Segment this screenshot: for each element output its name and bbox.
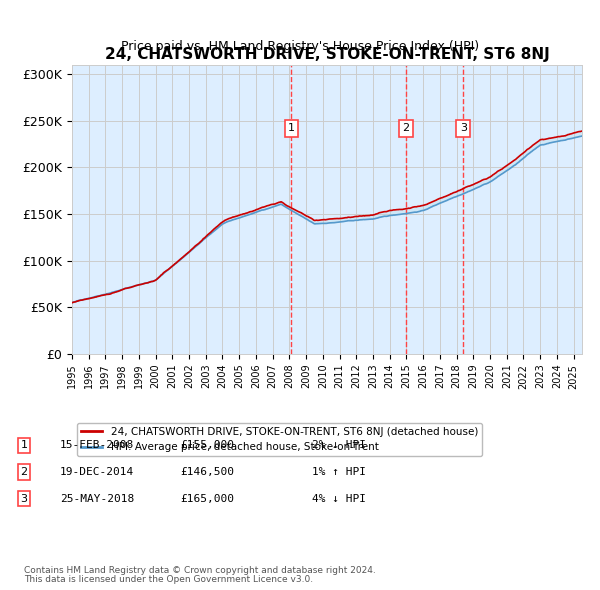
Text: £155,000: £155,000 (180, 441, 234, 450)
Text: 15-FEB-2008: 15-FEB-2008 (60, 441, 134, 450)
Text: 2: 2 (20, 467, 28, 477)
Text: 2: 2 (403, 123, 409, 133)
Text: 3: 3 (20, 494, 28, 503)
Text: £165,000: £165,000 (180, 494, 234, 503)
Text: 25-MAY-2018: 25-MAY-2018 (60, 494, 134, 503)
Text: £146,500: £146,500 (180, 467, 234, 477)
Text: 4% ↓ HPI: 4% ↓ HPI (312, 494, 366, 503)
Title: 24, CHATSWORTH DRIVE, STOKE-ON-TRENT, ST6 8NJ: 24, CHATSWORTH DRIVE, STOKE-ON-TRENT, ST… (104, 47, 550, 63)
Text: Contains HM Land Registry data © Crown copyright and database right 2024.: Contains HM Land Registry data © Crown c… (24, 566, 376, 575)
Text: 19-DEC-2014: 19-DEC-2014 (60, 467, 134, 477)
Text: 1% ↑ HPI: 1% ↑ HPI (312, 467, 366, 477)
Legend: 24, CHATSWORTH DRIVE, STOKE-ON-TRENT, ST6 8NJ (detached house), HPI: Average pri: 24, CHATSWORTH DRIVE, STOKE-ON-TRENT, ST… (77, 423, 482, 456)
Text: This data is licensed under the Open Government Licence v3.0.: This data is licensed under the Open Gov… (24, 575, 313, 584)
Text: 1: 1 (288, 123, 295, 133)
Text: 2% ↓ HPI: 2% ↓ HPI (312, 441, 366, 450)
Text: 1: 1 (20, 441, 28, 450)
Text: 3: 3 (460, 123, 467, 133)
Text: Price paid vs. HM Land Registry's House Price Index (HPI): Price paid vs. HM Land Registry's House … (121, 40, 479, 53)
